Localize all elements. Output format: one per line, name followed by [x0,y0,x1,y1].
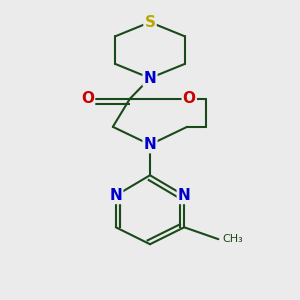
Text: S: S [145,15,155,30]
Text: N: N [144,137,156,152]
Text: N: N [178,188,190,203]
Text: CH₃: CH₃ [223,234,244,244]
Text: N: N [144,70,156,86]
Text: N: N [110,188,122,203]
Text: O: O [183,92,196,106]
Text: O: O [81,92,94,106]
